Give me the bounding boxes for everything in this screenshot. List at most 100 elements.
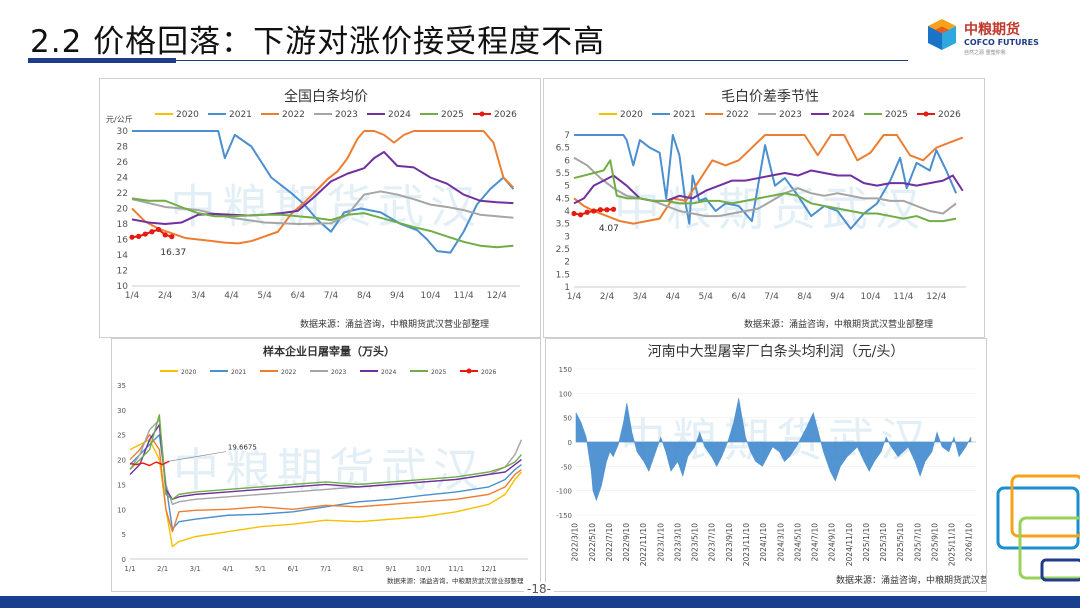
series-point-2026: [169, 234, 175, 240]
series-area-profit: [575, 398, 972, 502]
x-tick-label: 3/4: [633, 292, 648, 302]
chart-price-spread: 中粮期货武汉 毛白价差季节性 2020 2021 2022 2023 2024 2025 202…: [556, 89, 966, 330]
x-tick-label: 5/4: [257, 291, 272, 301]
y-tick-label: 100: [559, 390, 572, 398]
y-tick-label: 16: [117, 236, 129, 246]
series-point-2026: [129, 234, 135, 240]
chart-profit: 中粮期货武汉河南中大型屠宰厂白条头均利润（元/头）-150-100-500501…: [556, 343, 1025, 586]
x-tick-label: 1/1: [124, 565, 135, 573]
series-line-2022: [129, 434, 522, 533]
x-tick-label: 2023/7/10: [708, 523, 717, 562]
y-tick-label: 5: [122, 531, 126, 539]
legend-label-2026: 2026: [481, 369, 496, 376]
logo-en: COFCO FUTURES: [964, 38, 1039, 47]
y-tick-label: 2: [564, 258, 570, 268]
chart-title: 样本企业日屠宰量（万头）: [263, 344, 395, 358]
x-tick-label: 6/1: [287, 565, 298, 573]
series-point-2026: [571, 210, 577, 217]
page-number: -18-: [524, 582, 554, 596]
chart-title: 全国白条均价: [284, 88, 368, 105]
x-tick-label: 2025/7/10: [913, 523, 922, 562]
y-tick-label: 4: [564, 207, 570, 217]
x-tick-label: 9/4: [390, 291, 405, 301]
x-tick-label: 2022/11/10: [639, 523, 648, 566]
legend-label-2025: 2025: [885, 110, 908, 120]
legend-marker-2026: [479, 111, 485, 117]
x-tick-label: 6/4: [291, 291, 306, 301]
y-tick-label: 25: [117, 432, 126, 440]
y-tick-label: 18: [117, 220, 129, 230]
chart-title: 毛白价差季节性: [721, 89, 819, 105]
y-tick-label: 0: [568, 439, 572, 447]
legend-label-2021: 2021: [229, 110, 252, 120]
x-tick-label: 2023/9/10: [725, 523, 734, 562]
x-tick-label: 2024/3/10: [776, 523, 785, 562]
x-tick-label: 2023/11/10: [742, 523, 751, 566]
series-line-2025: [129, 414, 523, 501]
y-tick-label: -50: [561, 463, 572, 471]
x-tick-label: 5/1: [255, 565, 266, 573]
legend-label-2021: 2021: [231, 369, 246, 376]
x-tick-label: 2025/1/10: [862, 523, 871, 562]
x-tick-label: 4/4: [666, 292, 681, 302]
x-tick-label: 2024/9/10: [828, 523, 837, 562]
series-point-2026: [162, 232, 168, 238]
x-tick-label: 2026/1/10: [965, 523, 974, 562]
legend-marker-2026: [466, 368, 472, 374]
legend-label-2023: 2023: [331, 369, 346, 376]
x-tick-label: 4/1: [222, 565, 233, 573]
x-tick-label: 8/4: [797, 292, 812, 302]
x-tick-label: 7/1: [320, 565, 331, 573]
y-tick-label: -150: [556, 512, 572, 520]
chart-panel-profit: 中粮期货武汉 河南中大型屠宰厂白条头均利润（元/头） -150 -100 -50 0 50 1…: [545, 338, 1025, 592]
decorative-corner-shapes: [996, 474, 1080, 582]
y-tick-label: 26: [117, 158, 129, 168]
series-line-2025: [573, 159, 957, 223]
y-tick-label: 15: [117, 481, 126, 489]
chart-panel-slaughter-volume: 中粮期货武汉 样本企业日屠宰量（万头） 2020 2021 2022 2023 2024 20…: [111, 338, 541, 592]
x-tick-label: 3/4: [191, 291, 206, 301]
legend-label-2020: 2020: [176, 110, 199, 120]
legend-label-2026: 2026: [938, 110, 961, 120]
y-tick-label: 3: [564, 232, 570, 242]
legend-label-2025: 2025: [431, 369, 446, 376]
legend-label-2021: 2021: [673, 110, 696, 120]
x-tick-label: 7/4: [324, 291, 339, 301]
y-tick-label: 20: [117, 205, 129, 215]
y-tick-label: 30: [117, 127, 129, 137]
x-tick-label: 7/4: [764, 292, 779, 302]
series-line-2024: [131, 150, 514, 225]
y-tick-label: 22: [117, 189, 128, 199]
legend-label-2022: 2022: [281, 369, 296, 376]
data-source-note: 数据来源：涌益咨询，中粮期货武汉营业部整理: [836, 574, 986, 586]
series-point-2026: [577, 212, 584, 218]
legend-label-2024: 2024: [381, 369, 396, 376]
cofco-logo: 中粮期货 COFCO FUTURES 自然之源 重塑你我: [928, 19, 1039, 56]
chart-title: 河南中大型屠宰厂白条头均利润（元/头）: [648, 343, 905, 360]
y-tick-label: 1: [564, 283, 570, 293]
x-tick-label: 10/4: [860, 292, 880, 302]
logo-cn: 中粮期货: [964, 21, 1020, 38]
series-line-2024: [573, 169, 964, 205]
chart-panel-avg-price: 中粮期货武汉 全国白条均价 2020 2021 2022 2023 2024 2025 2026…: [99, 78, 541, 338]
x-tick-label: 1/4: [567, 292, 582, 302]
x-tick-label: 11/4: [454, 291, 474, 301]
x-tick-label: 2023/5/10: [691, 523, 700, 562]
x-tick-label: 10/4: [420, 291, 440, 301]
x-tick-label: 8/1: [353, 565, 364, 573]
series-line-2021: [132, 130, 515, 254]
x-tick-label: 2022/5/10: [588, 523, 597, 562]
watermark-text: 中粮期货武汉: [170, 180, 482, 234]
x-tick-label: 2025/5/10: [896, 523, 905, 562]
y-tick-label: 24: [117, 174, 129, 184]
y-tick-label: 1.5: [556, 270, 570, 280]
legend-label-2024: 2024: [388, 110, 411, 120]
y-tick-label: 30: [117, 407, 126, 415]
legend-label-2025: 2025: [441, 110, 464, 120]
series-line-2022: [573, 134, 964, 225]
legend-label-2023: 2023: [779, 110, 802, 120]
series-point-2026: [584, 209, 590, 215]
x-tick-label: 12/4: [926, 292, 946, 302]
x-tick-label: 1/4: [125, 291, 140, 301]
